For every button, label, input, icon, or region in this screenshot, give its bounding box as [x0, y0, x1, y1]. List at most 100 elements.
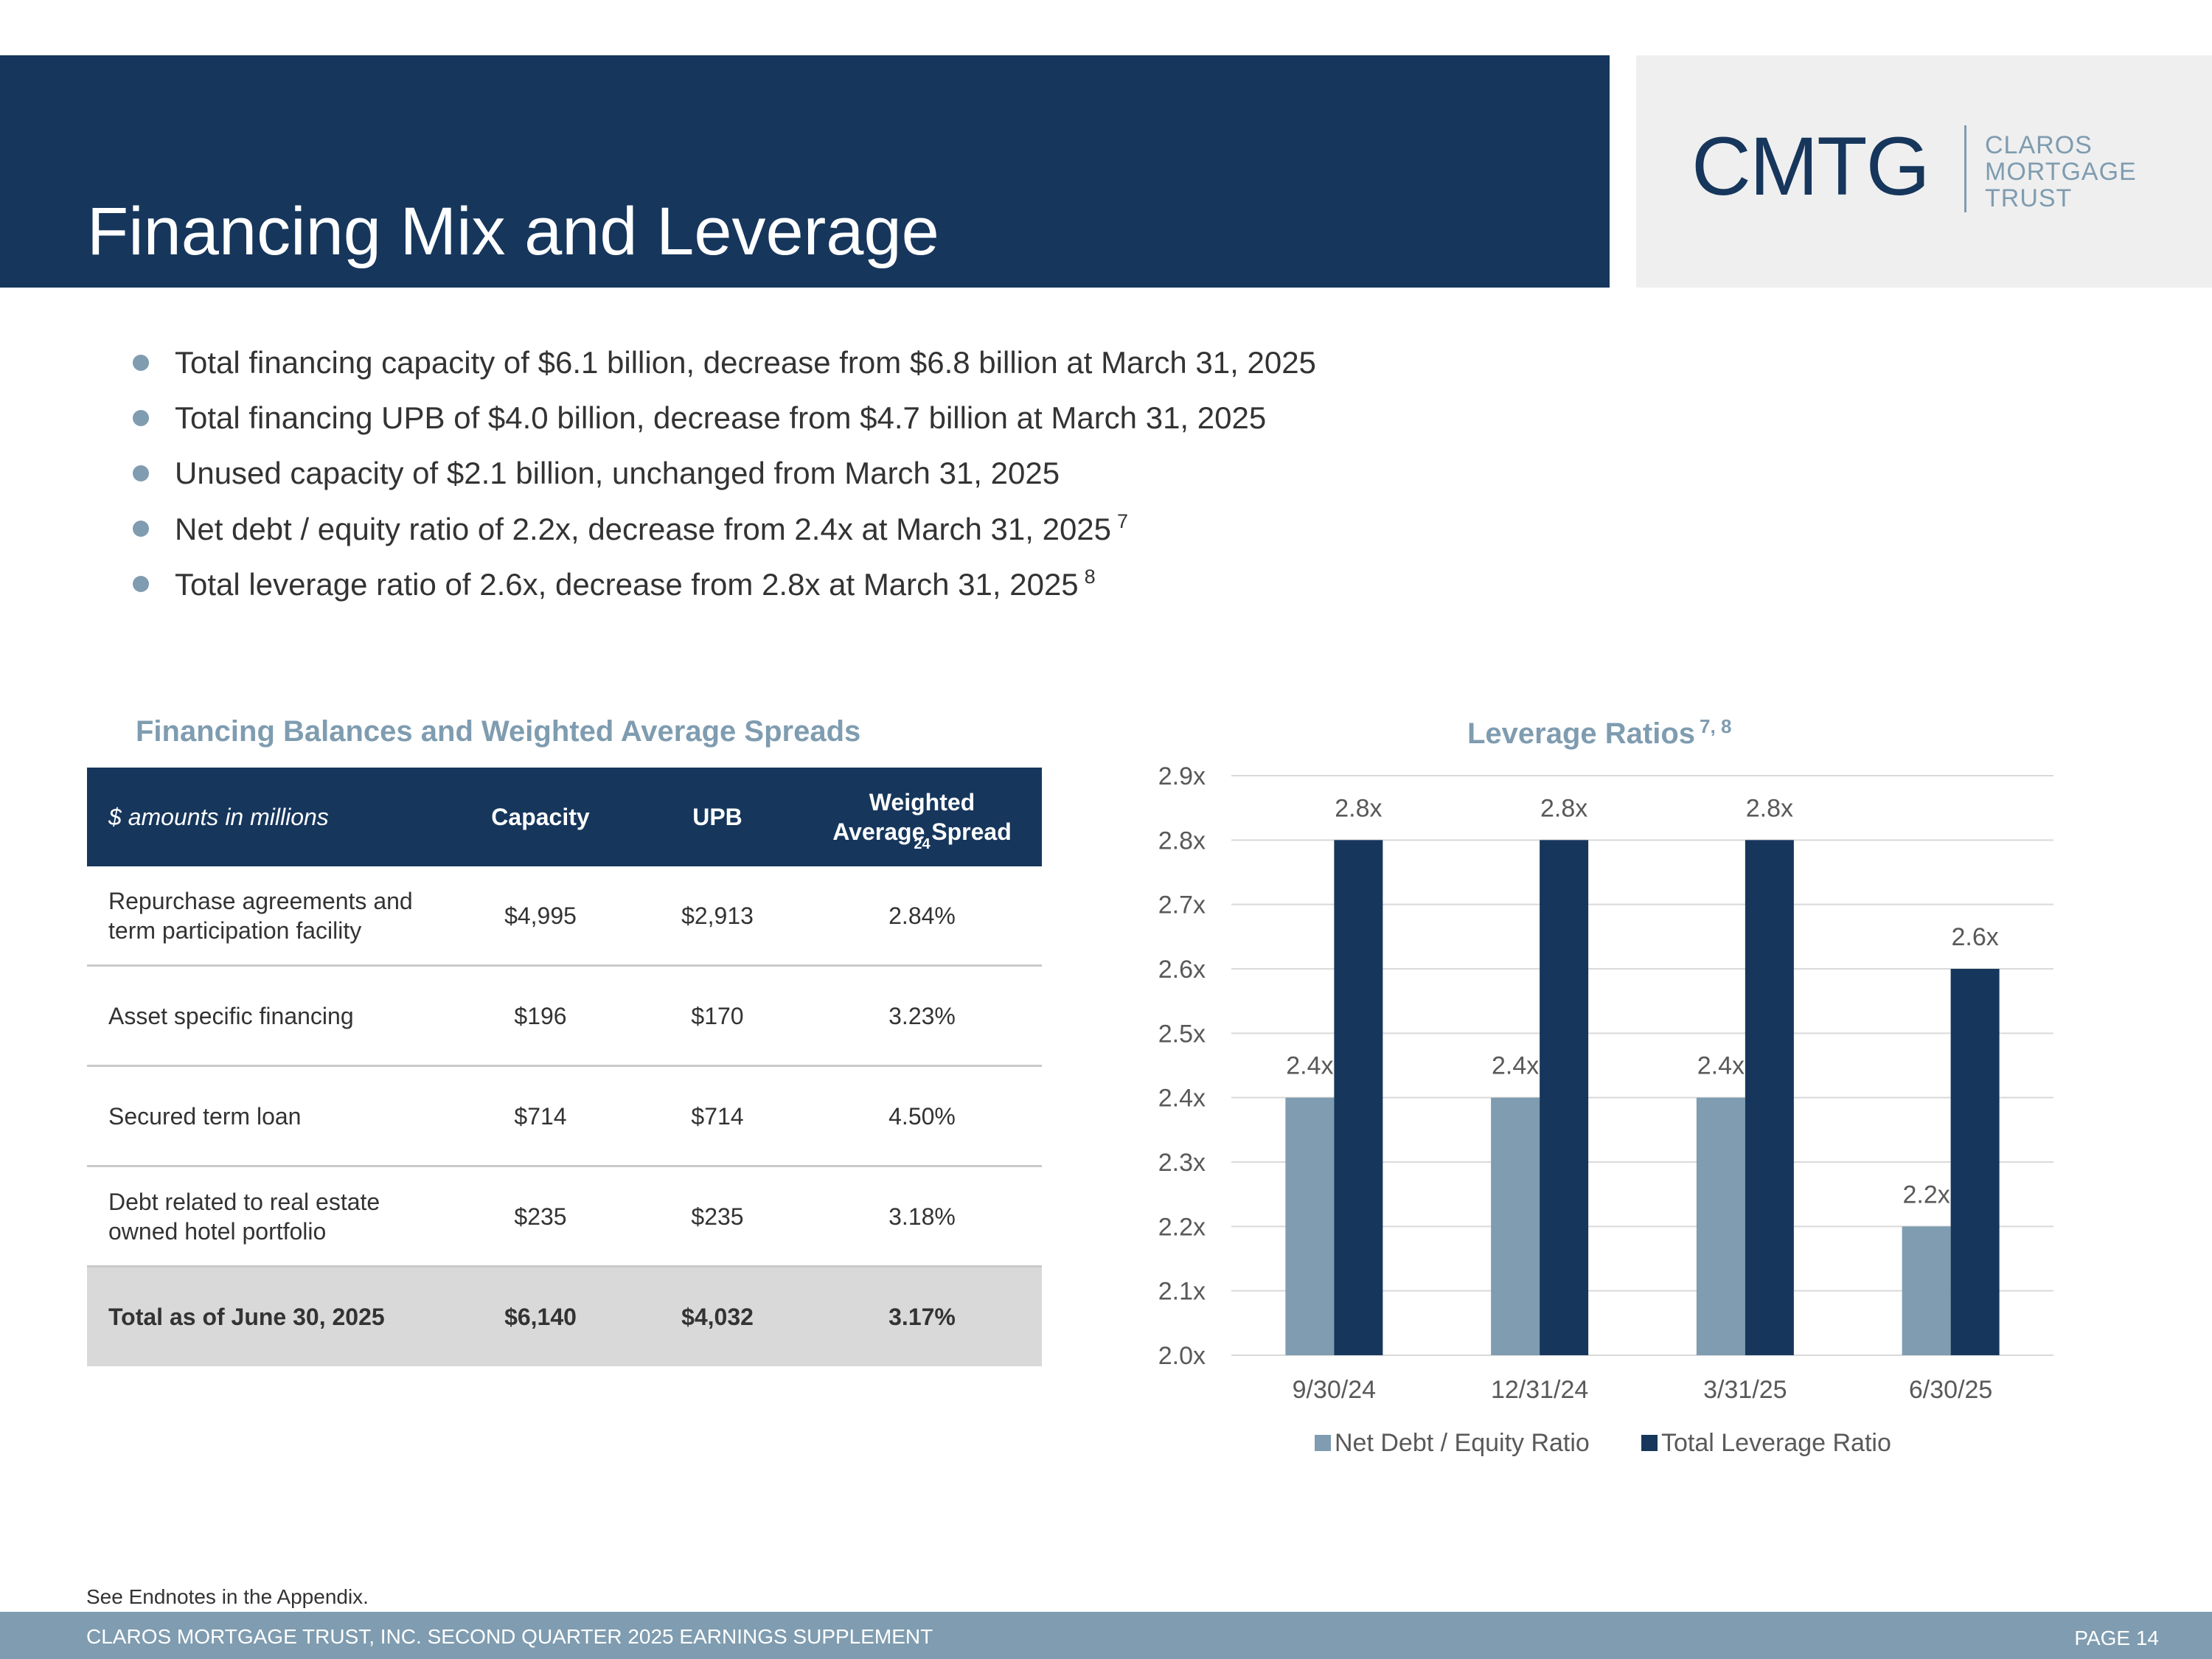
- bullet-text: Net debt / equity ratio of 2.2x, decreas…: [175, 510, 1128, 547]
- footnote-ref: 7, 8: [1700, 715, 1732, 737]
- bullet-item: Unused capacity of $2.1 billion, unchang…: [133, 451, 1060, 495]
- table-total-row: Total as of June 30, 2025 $6,140 $4,032 …: [87, 1266, 1042, 1366]
- header-label: $ amounts in millions: [87, 768, 448, 866]
- table-row: Repurchase agreements and term participa…: [87, 866, 1042, 967]
- data-label: 2.6x: [1951, 923, 1998, 951]
- bullet-dot-icon: [133, 355, 149, 371]
- bullet-text: Unused capacity of $2.1 billion, unchang…: [175, 456, 1060, 490]
- y-tick-label: 2.2x: [1158, 1213, 1206, 1241]
- bullet-dot-icon: [133, 465, 149, 481]
- legend-swatch-net-debt-equity: [1315, 1435, 1331, 1451]
- row-upb: $235: [633, 1166, 802, 1267]
- data-label: 2.8x: [1335, 794, 1382, 822]
- footnote-ref: 8: [1084, 566, 1096, 588]
- data-label: 2.2x: [1902, 1180, 1950, 1208]
- table-row: Debt related to real estate owned hotel …: [87, 1166, 1042, 1267]
- bar-net-debt-equity: [1491, 1097, 1540, 1355]
- bullet-text: Total leverage ratio of 2.6x, decrease f…: [175, 566, 1096, 602]
- bullet-dot-icon: [133, 521, 149, 537]
- financing-table: $ amounts in millions Capacity UPB Weigh…: [87, 768, 1042, 1366]
- legend-label: Net Debt / Equity Ratio: [1335, 1429, 1590, 1457]
- y-tick-label: 2.0x: [1158, 1342, 1206, 1370]
- bullet-item: Total financing capacity of $6.1 billion…: [133, 341, 1316, 385]
- data-label: 2.4x: [1492, 1052, 1539, 1080]
- page-title: Financing Mix and Leverage: [87, 194, 939, 269]
- bar-net-debt-equity: [1902, 1226, 1951, 1355]
- logo-line: TRUST: [1985, 184, 2073, 212]
- table-header-row: $ amounts in millions Capacity UPB Weigh…: [87, 768, 1042, 866]
- x-tick-label: 3/31/25: [1703, 1376, 1787, 1404]
- row-label: Debt related to real estate owned hotel …: [87, 1166, 448, 1267]
- data-label: 2.4x: [1286, 1052, 1333, 1080]
- header-capacity: Capacity: [448, 768, 633, 866]
- page-number: PAGE 14: [2074, 1627, 2159, 1649]
- leverage-chart-svg: 2.0x 2.1x 2.2x 2.3x 2.4x 2.5x 2.6x 2.7x 2.8x 2.9x…: [1158, 762, 2053, 1457]
- chart-title-text: Leverage Ratios: [1467, 717, 1696, 750]
- row-capacity: $4,995: [448, 866, 633, 967]
- table-row: Asset specific financing $196 $170 3.23%: [87, 965, 1042, 1067]
- data-label: 2.8x: [1746, 794, 1793, 822]
- logo-wordmark: CLAROS MORTGAGE TRUST: [1985, 132, 2137, 212]
- data-label: 2.4x: [1697, 1052, 1745, 1080]
- row-spread: 2.84%: [802, 866, 1042, 967]
- total-upb: $4,032: [633, 1266, 802, 1366]
- bullet-text: Total financing capacity of $6.1 billion…: [175, 345, 1316, 380]
- bullet-dot-icon: [133, 576, 149, 592]
- footer-text: CLAROS MORTGAGE TRUST, INC. SECOND QUART…: [86, 1625, 933, 1648]
- company-logo: CMTG CLAROS MORTGAGE TRUST: [1636, 55, 2212, 288]
- x-tick-label: 9/30/24: [1293, 1376, 1376, 1404]
- logo-divider: [1964, 125, 1966, 212]
- bullet-item: Net debt / equity ratio of 2.2x, decreas…: [133, 507, 1128, 551]
- bullet-text-main: Net debt / equity ratio of 2.2x, decreas…: [175, 512, 1112, 546]
- y-tick-label: 2.7x: [1158, 891, 1206, 919]
- data-label: 2.8x: [1540, 794, 1587, 822]
- total-label: Total as of June 30, 2025: [87, 1266, 448, 1366]
- total-spread: 3.17%: [802, 1266, 1042, 1366]
- row-spread: 4.50%: [802, 1065, 1042, 1167]
- footnote-ref: 7: [1117, 510, 1129, 532]
- row-label: Repurchase agreements and term participa…: [87, 866, 448, 967]
- row-label: Asset specific financing: [87, 965, 448, 1067]
- table-row: Secured term loan $714 $714 4.50%: [87, 1065, 1042, 1167]
- bar-net-debt-equity: [1285, 1097, 1335, 1355]
- bullet-dot-icon: [133, 410, 149, 426]
- bullet-text: Total financing UPB of $4.0 billion, dec…: [175, 400, 1267, 435]
- bar-net-debt-equity: [1696, 1097, 1745, 1355]
- header-spread-line1: Weighted: [869, 789, 975, 815]
- row-spread: 3.23%: [802, 965, 1042, 1067]
- bullet-item: Total financing UPB of $4.0 billion, dec…: [133, 396, 1266, 440]
- bar-total-leverage: [1950, 969, 2000, 1355]
- x-tick-label: 12/31/24: [1491, 1376, 1588, 1404]
- leverage-chart: 2.0x 2.1x 2.2x 2.3x 2.4x 2.5x 2.6x 2.7x 2.8x 2.9x…: [1135, 745, 2094, 1497]
- row-capacity: $196: [448, 965, 633, 1067]
- y-tick-label: 2.1x: [1158, 1278, 1206, 1306]
- table-title: Financing Balances and Weighted Average …: [136, 715, 861, 748]
- x-tick-label: 6/30/25: [1909, 1376, 1992, 1404]
- footer-bar: CLAROS MORTGAGE TRUST, INC. SECOND QUART…: [0, 1612, 2212, 1659]
- total-capacity: $6,140: [448, 1266, 633, 1366]
- row-capacity: $714: [448, 1065, 633, 1167]
- logo-line: CLAROS: [1985, 131, 2093, 159]
- legend-swatch-total-leverage: [1641, 1435, 1658, 1451]
- footnote-ref: 24: [914, 836, 931, 852]
- y-tick-label: 2.9x: [1158, 762, 1206, 790]
- row-upb: $2,913: [633, 866, 802, 967]
- bullet-text-main: Total leverage ratio of 2.6x, decrease f…: [175, 567, 1079, 602]
- y-tick-label: 2.6x: [1158, 956, 1206, 984]
- row-upb: $170: [633, 965, 802, 1067]
- row-spread: 3.18%: [802, 1166, 1042, 1267]
- y-tick-label: 2.5x: [1158, 1020, 1206, 1048]
- header-bar: [0, 55, 1610, 288]
- logo-mark: CMTG: [1691, 120, 1930, 212]
- bar-total-leverage: [1745, 840, 1794, 1355]
- endnote: See Endnotes in the Appendix.: [86, 1585, 369, 1608]
- logo-line: MORTGAGE: [1985, 158, 2137, 186]
- header-spread: Weighted Average Spread 24: [802, 768, 1042, 866]
- chart-title: Leverage Ratios 7, 8: [1467, 715, 1731, 751]
- y-tick-label: 2.3x: [1158, 1149, 1206, 1177]
- bar-total-leverage: [1334, 840, 1383, 1355]
- row-label: Secured term loan: [87, 1065, 448, 1167]
- bullet-item: Total leverage ratio of 2.6x, decrease f…: [133, 562, 1096, 606]
- bar-total-leverage: [1540, 840, 1589, 1355]
- legend-label: Total Leverage Ratio: [1661, 1429, 1891, 1457]
